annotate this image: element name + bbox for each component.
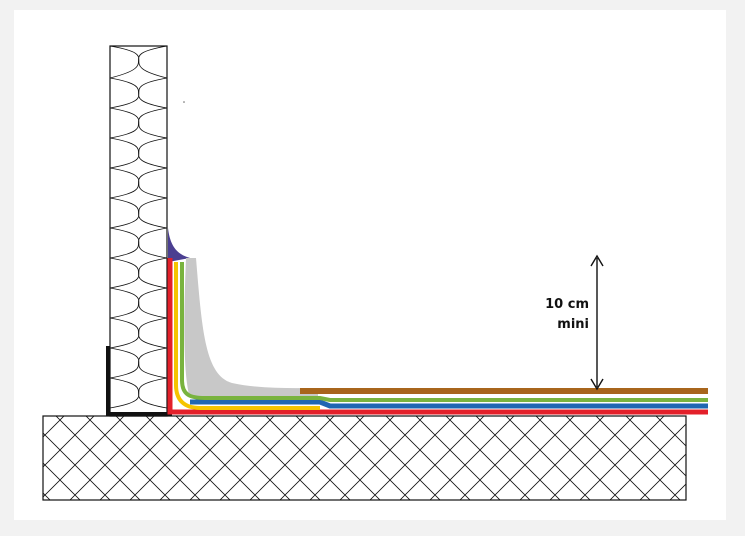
blue-layer xyxy=(190,399,708,409)
double-arrow-icon xyxy=(590,254,604,391)
dimension-value-label: 10 cm xyxy=(545,297,589,312)
fillet xyxy=(184,258,318,398)
insulated-wall xyxy=(109,45,168,417)
concrete-slab xyxy=(42,415,687,501)
red-layer xyxy=(167,258,708,415)
sealant-bead xyxy=(168,228,190,262)
stray-dot xyxy=(183,101,185,103)
green-layer xyxy=(180,262,708,402)
yellow-layer xyxy=(174,262,320,410)
dimension-qualifier-label: mini xyxy=(557,317,589,332)
